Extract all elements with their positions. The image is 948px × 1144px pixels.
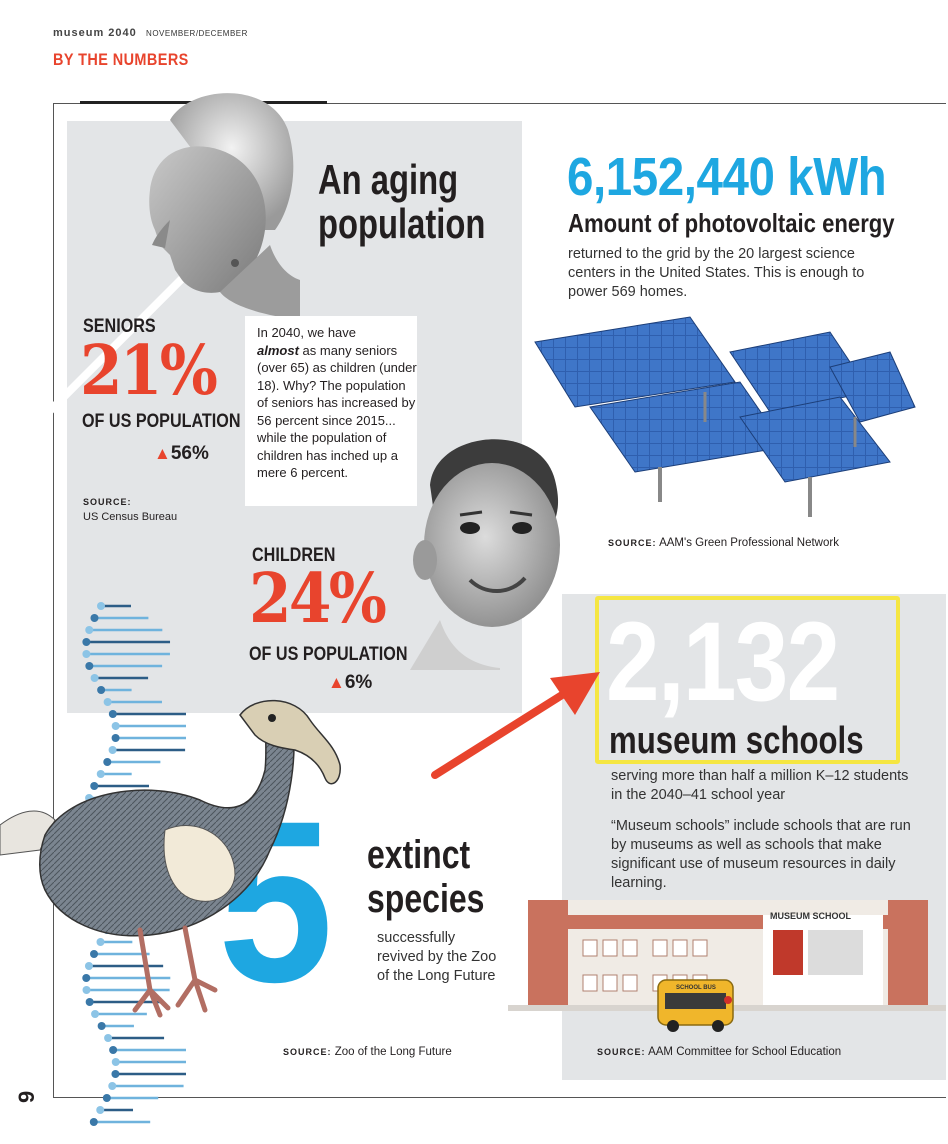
up-triangle-icon: ▲ <box>328 673 345 692</box>
schools-definition: “Museum schools” include schools that ar… <box>611 818 911 891</box>
extinct-source: SOURCE: Zoo of the Long Future <box>283 1046 452 1058</box>
extinct-description: successfully revived by the Zoo of the L… <box>377 930 497 984</box>
dna-node <box>85 662 94 670</box>
dna-node <box>103 698 112 706</box>
dna-node <box>97 686 106 694</box>
dna-node <box>108 1082 117 1090</box>
dna-node <box>90 614 99 622</box>
dna-node <box>91 1010 100 1018</box>
aging-box-paragraph: In 2040, we have almost as many seniors (… <box>257 324 417 482</box>
school-sign: MUSEUM SCHOOL <box>770 911 852 921</box>
page-number: 9 <box>14 1090 39 1103</box>
dna-node <box>84 962 93 970</box>
extinct-heading-line2: species <box>367 877 485 921</box>
up-triangle-icon: ▲ <box>154 444 171 463</box>
extinct-heading: extinct species <box>367 833 484 921</box>
dna-node <box>90 674 99 682</box>
dna-node <box>96 938 105 946</box>
seniors-percent: 21% <box>80 331 218 411</box>
dna-node <box>82 638 91 646</box>
seniors-label: SENIORS <box>83 316 156 337</box>
dna-node <box>90 950 99 958</box>
dna-node <box>97 1022 106 1030</box>
energy-value: 6,152,440 kWh <box>567 147 887 207</box>
dna-node <box>103 758 112 766</box>
red-arrow-icon <box>431 672 600 779</box>
dna-node <box>85 998 94 1006</box>
dodo-bird-image <box>0 699 341 1018</box>
masthead: museum 2040 NOVEMBER/DECEMBER <box>53 27 248 39</box>
issue-date: NOVEMBER/DECEMBER <box>146 29 248 38</box>
highlight-box <box>595 596 900 764</box>
brand-name: museum 2040 <box>53 27 137 39</box>
source-label: SOURCE: <box>283 1047 332 1057</box>
dna-node <box>111 722 120 730</box>
dna-node <box>96 1106 105 1114</box>
dna-node <box>82 974 91 982</box>
school-bus-icon: SCHOOL BUS <box>657 979 734 1032</box>
source-text: Zoo of the Long Future <box>334 1046 452 1058</box>
dna-node <box>111 1058 120 1066</box>
seniors-change-value: 56% <box>170 443 209 464</box>
aging-title-line2: population <box>318 200 486 247</box>
seniors-change: ▲56% <box>154 443 209 465</box>
dna-node <box>97 602 105 610</box>
section-title: BY THE NUMBERS <box>53 50 189 69</box>
aging-box-text-1: In 2040, we have <box>257 325 357 340</box>
dna-node <box>109 1046 118 1054</box>
frame-top-rule <box>53 103 946 104</box>
school-building-image: MUSEUM SCHOOL SCHOOL BUS <box>508 900 946 1032</box>
dna-node <box>82 650 91 658</box>
dna-node <box>82 986 91 994</box>
children-label: CHILDREN <box>252 545 336 566</box>
aging-title: An aging population <box>318 158 485 246</box>
schools-description: serving more than half a million K–12 st… <box>611 768 909 803</box>
schools-heading: museum schools <box>609 720 864 762</box>
source-text: AAM's Green Professional Network <box>659 537 839 549</box>
children-of-label: OF US POPULATION <box>249 644 408 665</box>
children-change-value: 6% <box>344 672 373 693</box>
schools-number: 2,132 <box>606 599 840 724</box>
bus-sign: SCHOOL BUS <box>676 985 716 991</box>
frame-bottom-rule <box>53 1097 946 1098</box>
senior-portrait-image <box>149 93 300 320</box>
senior-source: SOURCE: US Census Bureau <box>83 495 177 525</box>
aging-box-emphasis: almost <box>257 342 299 358</box>
dna-node <box>108 710 117 718</box>
solar-source: SOURCE: AAM's Green Professional Network <box>608 536 839 551</box>
dna-node <box>90 782 99 790</box>
dna-node <box>104 1034 113 1042</box>
dna-node <box>108 746 117 754</box>
dna-node <box>96 770 105 778</box>
children-change: ▲6% <box>328 672 372 694</box>
children-percent: 24% <box>249 559 387 639</box>
dna-node <box>111 1070 120 1078</box>
source-label: SOURCE: <box>597 1047 646 1057</box>
solar-panels-image <box>534 316 916 517</box>
aging-title-line1: An aging <box>318 156 459 203</box>
aging-text-box: In 2040, we have almost as many seniors (… <box>245 316 417 506</box>
dna-node <box>102 1094 111 1102</box>
frame-left-rule <box>53 103 54 1098</box>
energy-heading: Amount of photovoltaic energy <box>568 208 895 238</box>
extinct-heading-line1: extinct <box>367 833 471 877</box>
seniors-of-label: OF US POPULATION <box>82 411 241 432</box>
source-text: US Census Bureau <box>83 511 178 523</box>
dna-node <box>89 1118 98 1126</box>
source-text: AAM Committee for School Education <box>648 1046 842 1058</box>
energy-description: returned to the grid by the 20 largest s… <box>568 246 865 300</box>
child-portrait-image <box>410 439 560 670</box>
dna-node <box>85 626 94 634</box>
schools-source: SOURCE: AAM Committee for School Educati… <box>597 1046 841 1058</box>
source-label: SOURCE: <box>83 497 132 507</box>
source-label: SOURCE: <box>608 538 657 548</box>
dna-node <box>111 734 120 742</box>
aging-box-text-2: as many seniors (over 65) as children (u… <box>257 342 417 481</box>
